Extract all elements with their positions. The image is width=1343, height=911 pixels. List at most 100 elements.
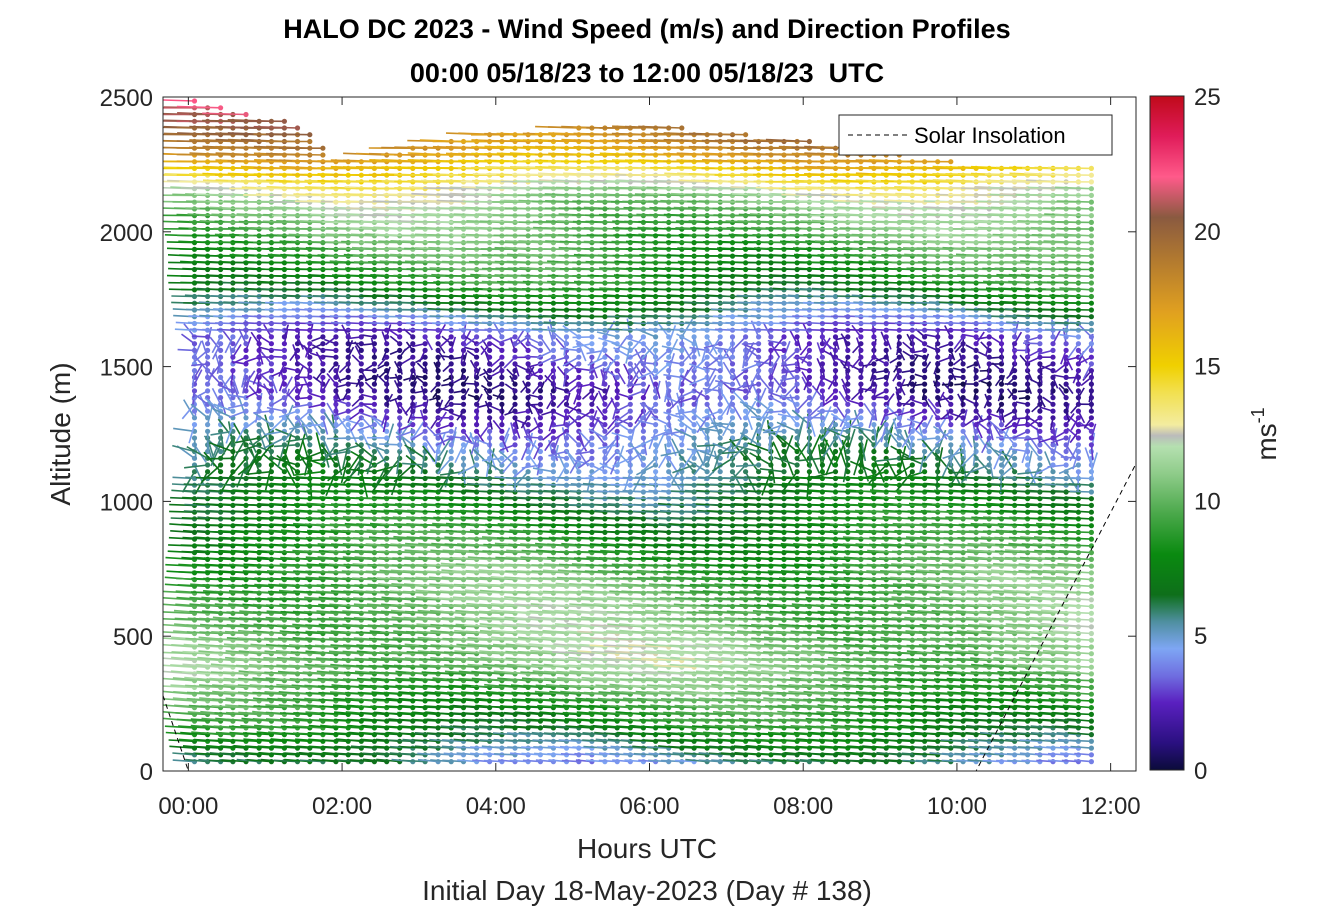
wind-barb-point xyxy=(474,334,480,340)
wind-barb-point xyxy=(281,347,287,353)
wind-barb xyxy=(253,410,272,414)
wind-barb xyxy=(206,537,233,540)
wind-barb-point xyxy=(218,388,224,394)
wind-barb xyxy=(230,536,260,540)
wind-barb xyxy=(196,678,233,682)
wind-barb xyxy=(190,403,209,419)
wind-barb-point xyxy=(281,118,287,124)
wind-barb-point xyxy=(460,401,467,407)
wind-barb xyxy=(210,430,234,436)
wind-barb xyxy=(201,340,209,358)
wind-barb xyxy=(222,671,260,675)
wind-barb xyxy=(255,404,260,423)
wind-barb-point xyxy=(499,455,505,461)
wind-barb xyxy=(165,731,195,736)
wind-barb xyxy=(209,442,234,453)
wind-barb xyxy=(171,644,208,648)
wind-barb-point xyxy=(512,347,518,353)
wind-barb-point xyxy=(448,341,454,347)
wind-barb xyxy=(205,739,233,743)
wind-barb-point xyxy=(512,395,518,401)
wind-barb-point xyxy=(218,368,224,374)
wind-barb xyxy=(219,431,226,455)
wind-barb-point xyxy=(410,334,416,340)
wind-barb-point xyxy=(460,388,467,394)
wind-barb xyxy=(185,637,221,641)
wind-barb-point xyxy=(345,361,351,367)
wind-barb-point xyxy=(499,388,505,394)
wind-barb xyxy=(234,437,260,444)
wind-barb-point xyxy=(243,368,249,374)
wind-barb-point xyxy=(294,428,301,434)
wind-barb-point xyxy=(358,341,364,347)
wind-barb-point xyxy=(448,395,454,401)
wind-barb-point xyxy=(205,422,211,428)
wind-barb-point xyxy=(410,361,416,367)
wind-barb xyxy=(226,611,260,615)
wind-barb xyxy=(204,557,233,561)
wind-barb-point xyxy=(205,428,211,434)
wind-barb-point xyxy=(230,455,236,461)
wind-barb-point xyxy=(448,388,454,394)
wind-barb xyxy=(176,596,208,601)
wind-barb-point xyxy=(371,388,377,394)
wind-barb xyxy=(191,370,196,389)
wind-barb-point xyxy=(397,415,403,421)
wind-barb-point xyxy=(320,347,326,353)
wind-barb-point xyxy=(435,422,441,428)
wind-barb xyxy=(209,677,247,682)
wind-barb xyxy=(273,444,298,448)
wind-barb-point xyxy=(268,422,274,428)
wind-barb-point xyxy=(333,381,339,387)
wind-barb-point xyxy=(474,347,480,353)
wind-barb-point xyxy=(435,334,441,340)
wind-barb-point xyxy=(525,361,531,367)
wind-barb-point xyxy=(487,347,493,353)
wind-barb-point xyxy=(410,428,416,434)
wind-barb xyxy=(170,664,208,668)
wind-barb xyxy=(222,752,247,756)
wind-barb xyxy=(230,543,260,547)
wind-barb xyxy=(217,383,234,392)
wind-barb xyxy=(223,387,234,405)
wind-barb-point xyxy=(358,422,364,428)
wind-barb xyxy=(219,375,232,392)
wind-barb-point xyxy=(294,354,301,360)
wind-barb-point xyxy=(256,462,262,468)
wind-barb-point xyxy=(512,334,518,340)
wind-barb xyxy=(197,490,221,493)
wind-barb xyxy=(224,630,260,635)
wind-barb-point xyxy=(294,442,301,448)
wind-barb-point xyxy=(333,368,339,374)
wind-barb-point xyxy=(397,341,403,347)
wind-barb-point xyxy=(525,388,531,394)
wind-barb xyxy=(219,376,231,394)
wind-barb xyxy=(224,336,234,354)
wind-barb-point xyxy=(474,469,480,475)
wind-barb-point xyxy=(191,415,198,421)
wind-barb xyxy=(214,590,247,594)
wind-barb xyxy=(172,752,195,756)
wind-barb xyxy=(186,691,221,695)
wind-barb-point xyxy=(191,341,198,347)
wind-barb-point xyxy=(205,415,211,421)
wind-barb-point xyxy=(307,354,313,360)
wind-barb-point xyxy=(410,442,416,448)
wind-barb-point xyxy=(384,347,390,353)
wind-barb xyxy=(216,597,247,601)
wind-barb xyxy=(189,610,221,615)
wind-barb-point xyxy=(345,374,351,380)
wind-barb xyxy=(223,684,260,689)
wind-barb-point xyxy=(460,347,467,353)
wind-barb xyxy=(193,393,209,405)
wind-barb-point xyxy=(268,341,274,347)
wind-barb-point xyxy=(422,395,428,401)
wind-barb xyxy=(245,370,256,385)
wind-barb xyxy=(172,759,195,763)
wind-barb xyxy=(206,744,233,749)
wind-barb xyxy=(434,444,439,465)
wind-barb xyxy=(181,333,195,345)
wind-barb xyxy=(182,650,221,655)
wind-barb xyxy=(216,357,222,374)
wind-barb-point xyxy=(448,381,454,387)
